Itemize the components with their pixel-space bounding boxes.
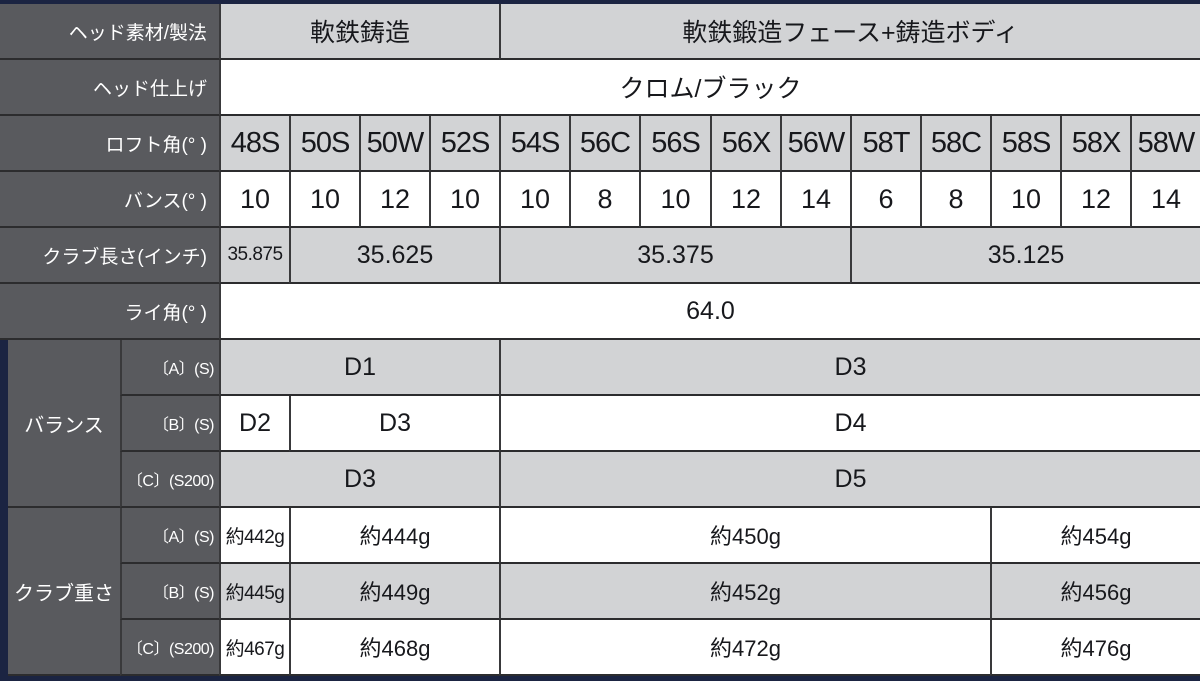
table-cell: 10 [639, 172, 710, 228]
table-cell: D1 [219, 340, 499, 396]
table-section: クラブ重さ 〔A〕(S) 約442g 約444g 約450g 約454g 〔B〕(S) 約44… [0, 508, 1200, 676]
column-header-cell: 58X [1060, 116, 1130, 172]
column-header-cell: 58C [920, 116, 990, 172]
column-header-cell: 56S [639, 116, 710, 172]
row-label: ライ角(° ) [0, 284, 219, 340]
table-row: 〔C〕(S200) 約467g 約468g 約472g 約476g [120, 620, 1200, 676]
spec-table-bottom: バランス 〔A〕(S) D1 D3 〔B〕(S) D2 D3 D4 〔C〕(S200) D3 D5 ク… [0, 340, 1200, 676]
table-cell: D5 [499, 452, 1200, 508]
column-header-cell: 50W [359, 116, 429, 172]
table-row: ヘッド素材/製法 軟鉄鋳造 軟鉄鍛造フェース+鋳造ボディ [0, 4, 1200, 60]
table-cell: 軟鉄鍛造フェース+鋳造ボディ [499, 4, 1200, 60]
table-cell: 約449g [289, 564, 499, 620]
row-label: クラブ長さ(インチ) [0, 228, 219, 284]
table-cell: D3 [219, 452, 499, 508]
table-cell: 12 [1060, 172, 1130, 228]
column-header-cell: 48S [219, 116, 289, 172]
table-row: 〔B〕(S) D2 D3 D4 [120, 396, 1200, 452]
table-cell: 35.375 [499, 228, 850, 284]
table-cell: D3 [289, 396, 499, 452]
sub-row-label: 〔C〕(S200) [120, 452, 219, 508]
table-cell: クロム/ブラック [219, 60, 1200, 116]
table-cell: 約444g [289, 508, 499, 564]
table-cell: 6 [850, 172, 920, 228]
table-cell: D3 [499, 340, 1200, 396]
table-cell: D4 [499, 396, 1200, 452]
section-label: バランス [8, 340, 120, 508]
table-cell: 64.0 [219, 284, 1200, 340]
table-section: バランス 〔A〕(S) D1 D3 〔B〕(S) D2 D3 D4 〔C〕(S200) D3 D5 [0, 340, 1200, 508]
column-header-cell: 58T [850, 116, 920, 172]
column-header-cell: 56W [780, 116, 850, 172]
table-cell: 10 [499, 172, 569, 228]
table-cell: 8 [920, 172, 990, 228]
column-header-cell: 58W [1130, 116, 1200, 172]
table-cell: 10 [289, 172, 359, 228]
table-cell: 約452g [499, 564, 990, 620]
spec-table-top: ヘッド素材/製法 軟鉄鋳造 軟鉄鍛造フェース+鋳造ボディ ヘッド仕上げ クロム/ブラック… [0, 4, 1200, 340]
table-cell: 約467g [219, 620, 289, 676]
sub-row-label: 〔A〕(S) [120, 340, 219, 396]
table-cell: D2 [219, 396, 289, 452]
sub-row-label: 〔C〕(S200) [120, 620, 219, 676]
table-cell: 約450g [499, 508, 990, 564]
table-cell: 約468g [289, 620, 499, 676]
table-cell: 約454g [990, 508, 1200, 564]
table-cell: 35.875 [219, 228, 289, 284]
table-cell: 約476g [990, 620, 1200, 676]
table-row: ロフト角(° ) 48S 50S 50W 52S 54S 56C 56S 56X 56W 58T 58… [0, 116, 1200, 172]
table-row: クラブ長さ(インチ) 35.875 35.625 35.375 35.125 [0, 228, 1200, 284]
table-cell: 10 [219, 172, 289, 228]
row-label: バンス(° ) [0, 172, 219, 228]
column-header-cell: 52S [429, 116, 499, 172]
table-cell: 10 [429, 172, 499, 228]
table-row: 〔B〕(S) 約445g 約449g 約452g 約456g [120, 564, 1200, 620]
table-cell: 約472g [499, 620, 990, 676]
row-label: ヘッド仕上げ [0, 60, 219, 116]
sub-row-label: 〔B〕(S) [120, 396, 219, 452]
table-row: ライ角(° ) 64.0 [0, 284, 1200, 340]
column-header-cell: 54S [499, 116, 569, 172]
row-label: ヘッド素材/製法 [0, 4, 219, 60]
column-header-cell: 58S [990, 116, 1060, 172]
table-cell: 35.125 [850, 228, 1200, 284]
table-cell: 10 [990, 172, 1060, 228]
column-header-cell: 50S [289, 116, 359, 172]
table-cell: 約442g [219, 508, 289, 564]
table-row: バンス(° ) 10 10 12 10 10 8 10 12 14 6 8 10 12 14 [0, 172, 1200, 228]
table-cell: 14 [780, 172, 850, 228]
table-cell: 8 [569, 172, 639, 228]
sub-row-label: 〔A〕(S) [120, 508, 219, 564]
table-row: 〔C〕(S200) D3 D5 [120, 452, 1200, 508]
table-cell: 約445g [219, 564, 289, 620]
column-header-cell: 56C [569, 116, 639, 172]
table-row: 〔A〕(S) 約442g 約444g 約450g 約454g [120, 508, 1200, 564]
table-cell: 12 [359, 172, 429, 228]
table-cell: 35.625 [289, 228, 499, 284]
table-cell: 約456g [990, 564, 1200, 620]
table-cell: 14 [1130, 172, 1200, 228]
row-label: ロフト角(° ) [0, 116, 219, 172]
table-row: 〔A〕(S) D1 D3 [120, 340, 1200, 396]
column-header-cell: 56X [710, 116, 780, 172]
table-cell: 軟鉄鋳造 [219, 4, 499, 60]
sub-row-label: 〔B〕(S) [120, 564, 219, 620]
table-row: ヘッド仕上げ クロム/ブラック [0, 60, 1200, 116]
section-label: クラブ重さ [8, 508, 120, 676]
table-cell: 12 [710, 172, 780, 228]
